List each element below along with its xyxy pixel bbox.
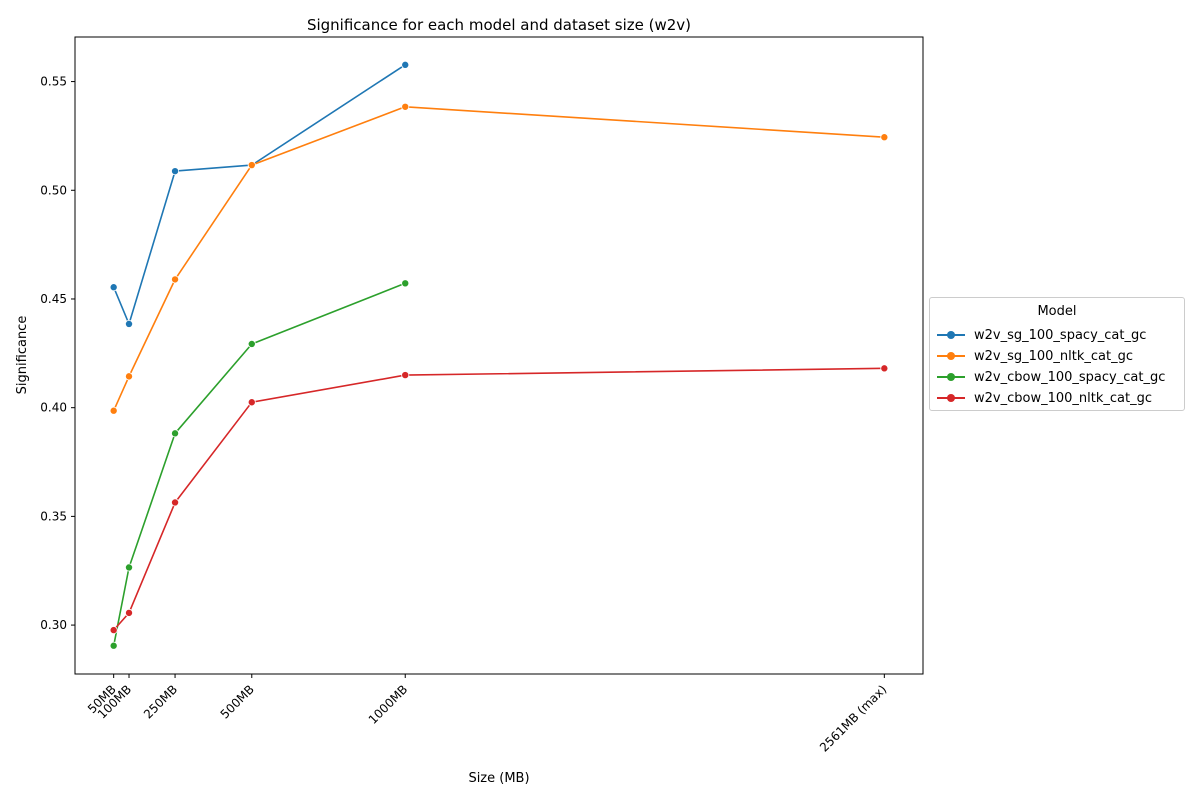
data-point bbox=[247, 398, 256, 407]
data-point bbox=[125, 319, 134, 328]
x-tick-label: 500MB bbox=[218, 682, 257, 721]
data-point bbox=[109, 406, 118, 415]
series-line bbox=[112, 106, 885, 412]
data-point bbox=[171, 429, 180, 438]
series-w2v_cbow_100_nltk_cat_gc bbox=[109, 364, 889, 635]
data-point bbox=[880, 133, 889, 142]
data-point bbox=[171, 498, 180, 507]
data-point bbox=[171, 275, 180, 284]
data-point bbox=[401, 102, 410, 111]
legend-label: w2v_sg_100_nltk_cat_gc bbox=[974, 348, 1134, 364]
legend-entry: w2v_sg_100_nltk_cat_gc bbox=[936, 346, 1133, 366]
series-layer bbox=[109, 60, 889, 650]
data-point bbox=[247, 161, 256, 170]
data-point bbox=[109, 283, 118, 292]
data-point bbox=[109, 626, 118, 635]
data-point bbox=[171, 167, 180, 176]
x-tick-label: 1000MB bbox=[366, 682, 411, 727]
legend-swatch bbox=[936, 371, 966, 383]
legend-entry: w2v_cbow_100_nltk_cat_gc bbox=[936, 388, 1152, 408]
series-w2v_sg_100_nltk_cat_gc bbox=[109, 102, 889, 415]
legend-label: w2v_cbow_100_nltk_cat_gc bbox=[974, 390, 1152, 406]
data-point bbox=[401, 279, 410, 288]
data-point bbox=[109, 641, 118, 650]
y-axis: 0.30 0.35 0.40 0.45 0.50 0.55 bbox=[40, 75, 75, 632]
y-tick-label: 0.30 bbox=[40, 618, 67, 632]
y-axis-label: Significance bbox=[15, 316, 30, 395]
y-tick-label: 0.50 bbox=[40, 183, 67, 197]
plot-area bbox=[74, 36, 924, 675]
y-tick-label: 0.45 bbox=[40, 292, 67, 306]
data-point bbox=[401, 60, 410, 69]
data-point bbox=[125, 608, 134, 617]
y-tick-label: 0.40 bbox=[40, 401, 67, 415]
series-w2v_cbow_100_spacy_cat_gc bbox=[109, 279, 410, 650]
chart-title: Significance for each model and dataset … bbox=[307, 16, 691, 34]
data-point bbox=[401, 371, 410, 380]
x-axis-label: Size (MB) bbox=[468, 771, 529, 786]
data-point bbox=[125, 372, 134, 381]
x-tick-label: 250MB bbox=[141, 682, 180, 721]
legend-title: Model bbox=[1037, 304, 1077, 319]
legend-swatch bbox=[936, 350, 966, 362]
data-point bbox=[880, 364, 889, 373]
legend-swatch bbox=[936, 392, 966, 404]
legend-entry: w2v_cbow_100_spacy_cat_gc bbox=[936, 367, 1165, 387]
legend-entry: w2v_sg_100_spacy_cat_gc bbox=[936, 325, 1146, 345]
y-tick-label: 0.35 bbox=[40, 509, 67, 523]
y-tick-label: 0.55 bbox=[40, 75, 67, 89]
legend: Model w2v_sg_100_spacy_cat_gc w2v_sg_100_… bbox=[929, 297, 1185, 411]
data-point bbox=[247, 339, 256, 348]
x-tick-label: 2561MB (max) bbox=[817, 682, 889, 754]
legend-label: w2v_sg_100_spacy_cat_gc bbox=[974, 327, 1147, 343]
legend-label: w2v_cbow_100_spacy_cat_gc bbox=[974, 369, 1166, 385]
legend-swatch bbox=[936, 329, 966, 341]
data-point bbox=[125, 563, 134, 572]
